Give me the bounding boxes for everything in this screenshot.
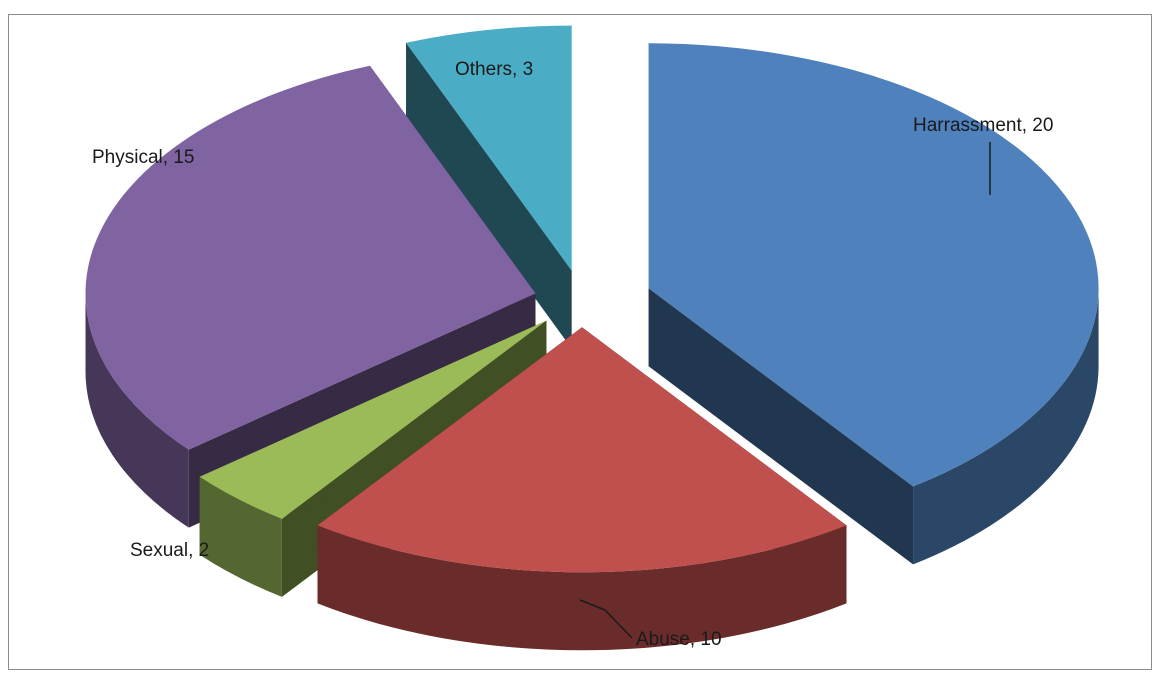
pie-slice-abuse [317,327,847,651]
pie-side-harrassment-end [648,288,914,565]
data-label-sexual: Sexual, 2 [130,540,209,561]
pie-top-sexual [199,320,547,519]
pie-top-harrassment [648,43,1099,487]
data-label-others: Others, 3 [455,59,533,80]
pie-side-others-start [406,42,572,349]
data-label-abuse: Abuse, 10 [636,629,722,650]
pie-wall-abuse [317,525,847,651]
leader-line-abuse [579,599,633,639]
pie-wall-physical [85,293,189,528]
pie-top-abuse [317,327,847,573]
data-label-physical: Physical, 15 [92,147,194,168]
pie-wall-harrassment [913,288,1099,565]
data-label-harrassment: Harrassment, 20 [913,115,1053,136]
pie-top-others [406,25,572,271]
pie-top-physical [85,65,536,450]
pie-slice-harrassment [648,43,1099,565]
pie-wall-sexual [199,476,282,597]
pie-slice-others [406,25,572,349]
